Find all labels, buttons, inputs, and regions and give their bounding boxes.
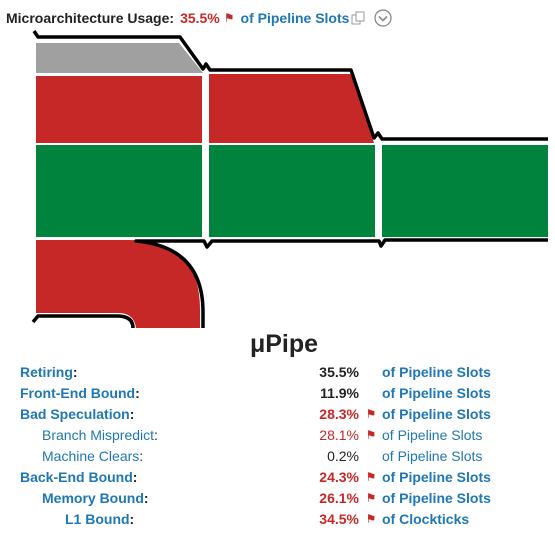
- header-label: Microarchitecture Usage:: [6, 10, 175, 26]
- microarchitecture-usage-header: Microarchitecture Usage: 35.5% ⚑ of Pipe…: [6, 8, 393, 28]
- bad-speculation-segment: [36, 76, 202, 143]
- metric-row-retiring: Retiring: 35.5% of Pipeline Slots: [0, 362, 555, 383]
- metric-unit: of Pipeline Slots: [382, 364, 491, 380]
- flag-icon: ⚑: [365, 428, 377, 442]
- metric-unit: of Pipeline Slots: [382, 406, 491, 422]
- metric-name[interactable]: Memory Bound:: [42, 490, 149, 506]
- metric-name[interactable]: Retiring:: [20, 364, 78, 380]
- metric-unit: of Pipeline Slots: [382, 385, 491, 401]
- flag-icon: ⚑: [365, 470, 377, 484]
- metric-value: 26.1%: [319, 490, 359, 506]
- metric-row-bad-speculation: Bad Speculation: 28.3% ⚑ of Pipeline Slo…: [0, 404, 555, 425]
- metric-row-front-end-bound: Front-End Bound: 11.9% of Pipeline Slots: [0, 383, 555, 404]
- flag-icon: ⚑: [223, 11, 235, 25]
- metric-name[interactable]: Back-End Bound:: [20, 469, 138, 485]
- header-value: 35.5%: [180, 10, 220, 26]
- metric-value: 0.2%: [327, 448, 359, 464]
- metric-unit: of Pipeline Slots: [382, 448, 483, 464]
- pipe-outline-top: [32, 30, 548, 141]
- back-end-bound-segment: [36, 240, 200, 328]
- metric-unit: of Pipeline Slots: [382, 490, 491, 506]
- pipe-outline-bottom: [134, 238, 548, 328]
- metric-value: 11.9%: [320, 385, 359, 401]
- metric-row-machine-clears: Machine Clears: 0.2% of Pipeline Slots: [0, 446, 555, 467]
- metric-value: 35.5%: [319, 364, 359, 380]
- diagram-title: μPipe: [249, 330, 319, 358]
- retiring-segment-2: [209, 145, 375, 237]
- metric-value: 24.3%: [319, 469, 359, 485]
- bad-speculation-segment-2: [209, 74, 374, 143]
- metric-name[interactable]: Branch Mispredict:: [42, 427, 158, 443]
- metric-value: 28.3%: [319, 406, 359, 422]
- metrics-list: Retiring: 35.5% of Pipeline Slots Front-…: [0, 362, 555, 530]
- retiring-segment-3: [382, 145, 548, 237]
- flag-icon: ⚑: [365, 491, 377, 505]
- metric-name[interactable]: L1 Bound:: [65, 511, 135, 527]
- retiring-segment: [36, 145, 202, 237]
- metric-name[interactable]: Front-End Bound:: [20, 385, 140, 401]
- metric-row-l1-bound: L1 Bound: 34.5% ⚑ of Clockticks: [0, 509, 555, 530]
- flag-icon: ⚑: [365, 512, 377, 526]
- copy-icon[interactable]: [351, 11, 365, 25]
- metric-value: 34.5%: [319, 511, 359, 527]
- pipe-outline-drain: [31, 314, 135, 328]
- flag-icon: ⚑: [365, 407, 377, 421]
- front-end-bound-segment: [36, 43, 203, 73]
- metric-name[interactable]: Bad Speculation:: [20, 406, 135, 422]
- header-unit: of Pipeline Slots: [240, 10, 350, 26]
- metric-row-memory-bound: Memory Bound: 26.1% ⚑ of Pipeline Slots: [0, 488, 555, 509]
- metric-unit: of Pipeline Slots: [382, 469, 491, 485]
- metric-row-branch-mispredict: Branch Mispredict: 28.1% ⚑ of Pipeline S…: [0, 425, 555, 446]
- metric-unit: of Clockticks: [382, 511, 470, 527]
- upipe-diagram: [31, 30, 548, 328]
- metric-unit: of Pipeline Slots: [382, 427, 483, 443]
- metric-name[interactable]: Machine Clears:: [42, 448, 144, 464]
- chevron-down-icon[interactable]: [374, 9, 393, 27]
- metric-value: 28.1%: [319, 427, 359, 443]
- metric-row-back-end-bound: Back-End Bound: 24.3% ⚑ of Pipeline Slot…: [0, 467, 555, 488]
